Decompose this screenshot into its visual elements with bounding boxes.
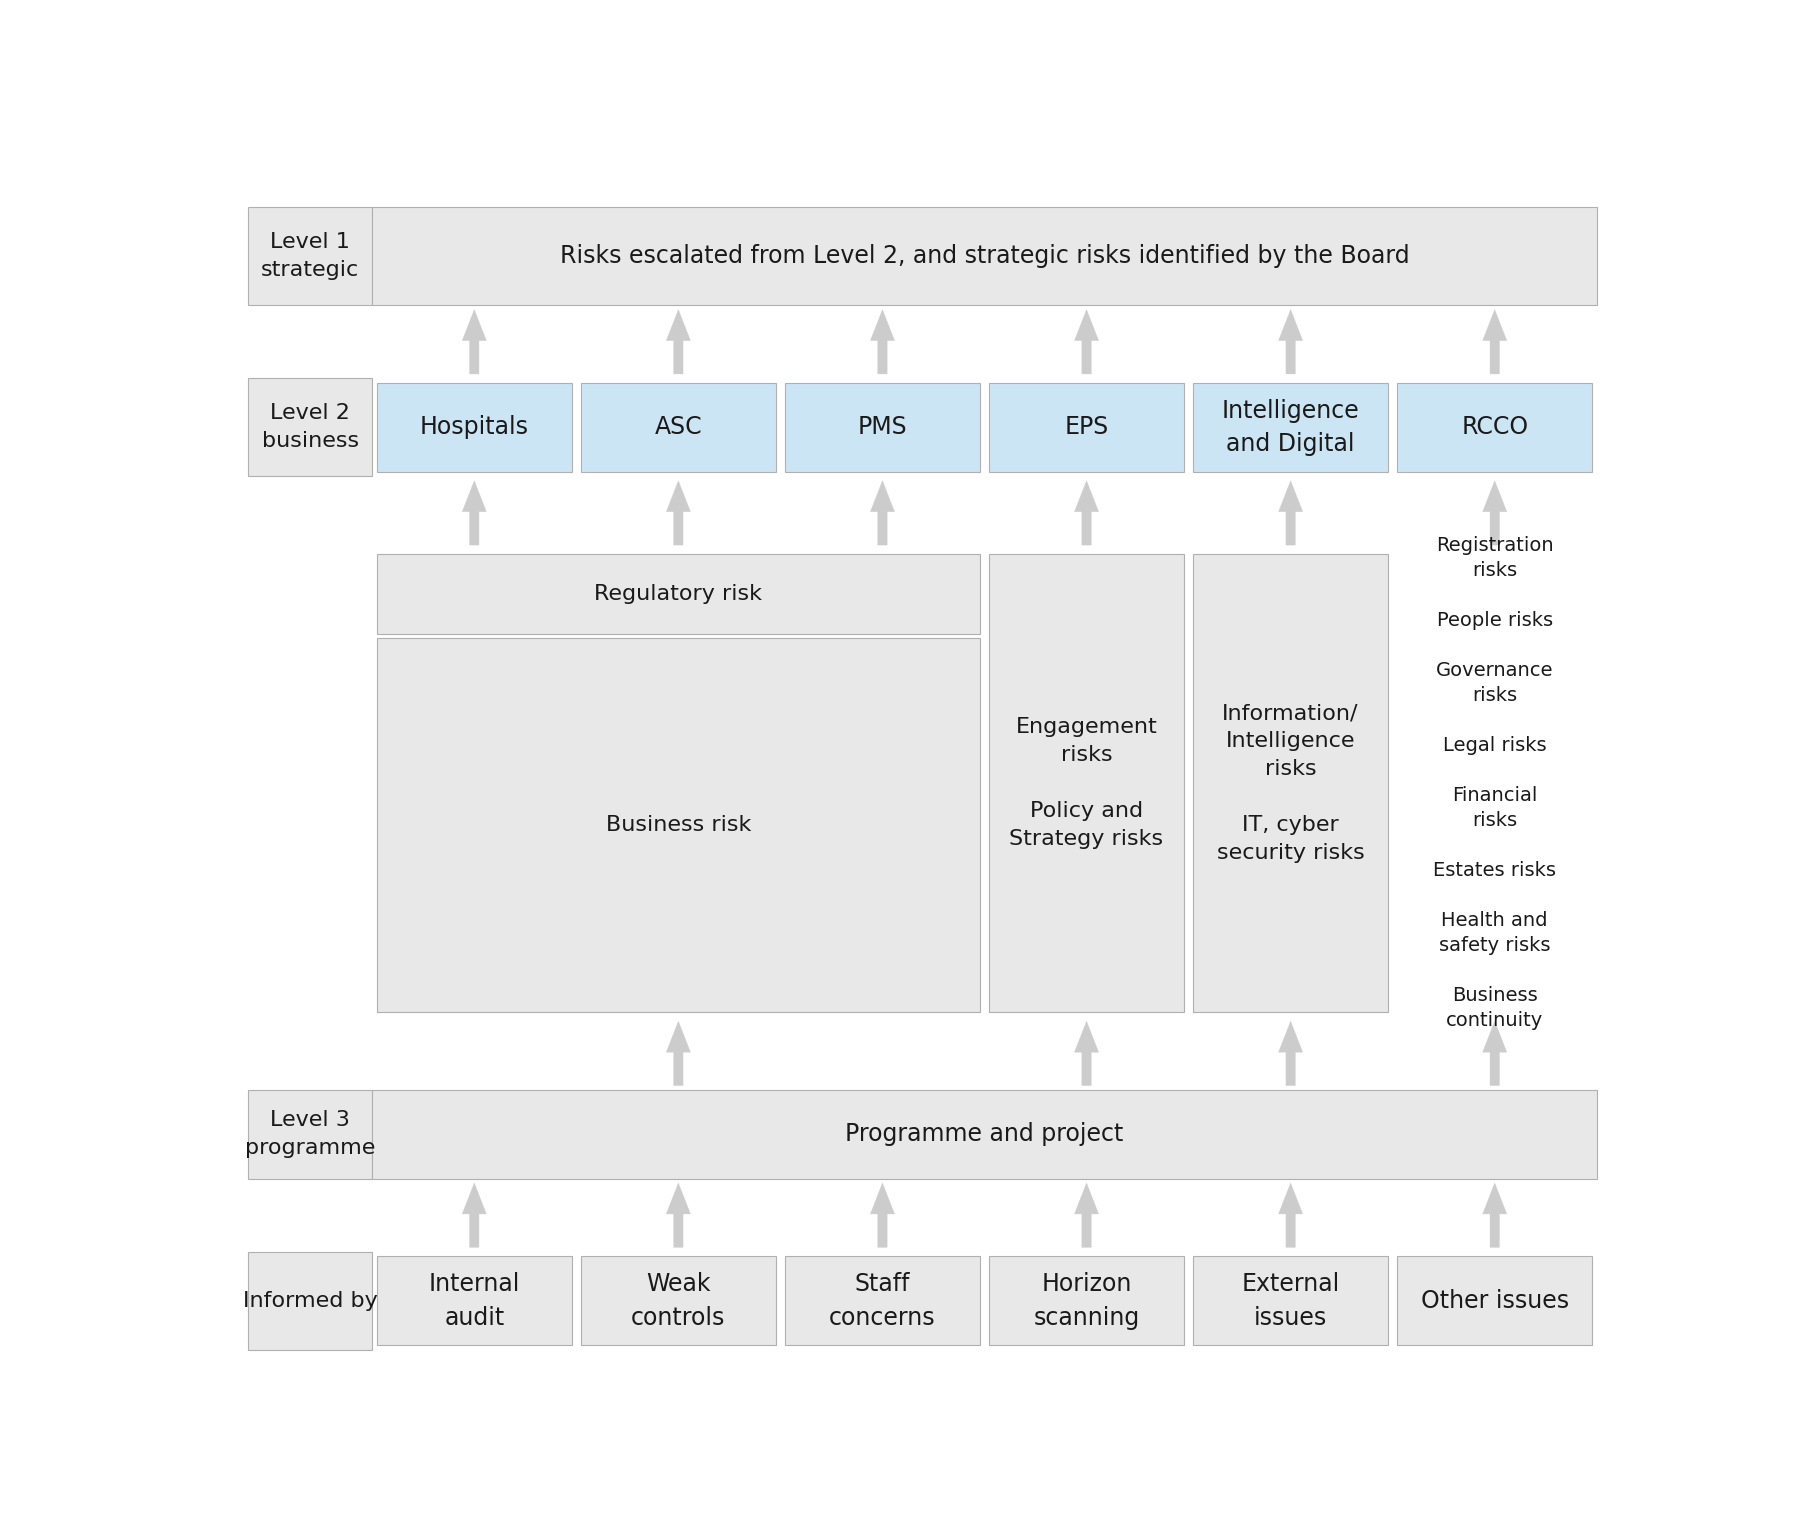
- Polygon shape: [1075, 310, 1098, 374]
- Polygon shape: [666, 310, 691, 374]
- Polygon shape: [666, 480, 691, 545]
- FancyBboxPatch shape: [581, 1256, 776, 1345]
- FancyBboxPatch shape: [1193, 384, 1388, 472]
- Polygon shape: [1483, 1183, 1507, 1247]
- Polygon shape: [1278, 1022, 1303, 1086]
- Polygon shape: [1075, 1022, 1098, 1086]
- Text: Business risk: Business risk: [605, 815, 751, 836]
- Text: Staff
concerns: Staff concerns: [830, 1272, 936, 1330]
- FancyBboxPatch shape: [248, 207, 373, 305]
- Polygon shape: [463, 1183, 486, 1247]
- Polygon shape: [666, 1022, 691, 1086]
- Text: Regulatory risk: Regulatory risk: [594, 584, 763, 604]
- FancyBboxPatch shape: [248, 1089, 373, 1178]
- Text: EPS: EPS: [1064, 416, 1109, 439]
- Polygon shape: [1278, 310, 1303, 374]
- Polygon shape: [1483, 1022, 1507, 1086]
- Polygon shape: [463, 480, 486, 545]
- Text: Engagement
risks

Policy and
Strategy risks: Engagement risks Policy and Strategy ris…: [1010, 718, 1163, 850]
- FancyBboxPatch shape: [376, 384, 572, 472]
- Polygon shape: [1278, 480, 1303, 545]
- Text: Programme and project: Programme and project: [846, 1123, 1123, 1146]
- Text: Information/
Intelligence
risks

IT, cyber
security risks: Information/ Intelligence risks IT, cybe…: [1217, 703, 1364, 864]
- FancyBboxPatch shape: [1193, 1256, 1388, 1345]
- Text: ASC: ASC: [655, 416, 702, 439]
- Polygon shape: [871, 310, 895, 374]
- FancyBboxPatch shape: [373, 207, 1597, 305]
- FancyBboxPatch shape: [990, 1256, 1184, 1345]
- FancyBboxPatch shape: [990, 554, 1184, 1012]
- FancyBboxPatch shape: [248, 1252, 373, 1350]
- FancyBboxPatch shape: [581, 384, 776, 472]
- Polygon shape: [1278, 1183, 1303, 1247]
- Text: Intelligence
and Digital: Intelligence and Digital: [1222, 399, 1359, 456]
- Text: Horizon
scanning: Horizon scanning: [1033, 1272, 1139, 1330]
- FancyBboxPatch shape: [373, 1089, 1597, 1178]
- Polygon shape: [1483, 310, 1507, 374]
- Text: Level 1
strategic: Level 1 strategic: [261, 232, 360, 281]
- Polygon shape: [666, 1183, 691, 1247]
- Text: Level 2
business: Level 2 business: [261, 403, 358, 451]
- Polygon shape: [1483, 480, 1507, 545]
- FancyBboxPatch shape: [990, 384, 1184, 472]
- FancyBboxPatch shape: [1397, 384, 1591, 472]
- FancyBboxPatch shape: [785, 1256, 979, 1345]
- Text: Registration
risks

People risks

Governance
risks

Legal risks

Financial
risks: Registration risks People risks Governan…: [1433, 537, 1557, 1031]
- FancyBboxPatch shape: [785, 384, 979, 472]
- Text: Hospitals: Hospitals: [419, 416, 529, 439]
- Polygon shape: [871, 1183, 895, 1247]
- Polygon shape: [463, 310, 486, 374]
- Text: Weak
controls: Weak controls: [632, 1272, 725, 1330]
- Text: Internal
audit: Internal audit: [428, 1272, 520, 1330]
- Text: Informed by: Informed by: [243, 1290, 378, 1310]
- Polygon shape: [1075, 1183, 1098, 1247]
- FancyBboxPatch shape: [248, 379, 373, 477]
- FancyBboxPatch shape: [1397, 1256, 1591, 1345]
- FancyBboxPatch shape: [376, 1256, 572, 1345]
- Text: Other issues: Other issues: [1420, 1289, 1570, 1313]
- Text: Level 3
programme: Level 3 programme: [245, 1111, 376, 1158]
- Text: PMS: PMS: [857, 416, 907, 439]
- FancyBboxPatch shape: [376, 554, 979, 634]
- Text: Risks escalated from Level 2, and strategic risks identified by the Board: Risks escalated from Level 2, and strate…: [560, 244, 1409, 268]
- FancyBboxPatch shape: [1193, 554, 1388, 1012]
- Polygon shape: [871, 480, 895, 545]
- Polygon shape: [1075, 480, 1098, 545]
- FancyBboxPatch shape: [376, 638, 979, 1012]
- Text: RCCO: RCCO: [1462, 416, 1528, 439]
- Text: External
issues: External issues: [1242, 1272, 1339, 1330]
